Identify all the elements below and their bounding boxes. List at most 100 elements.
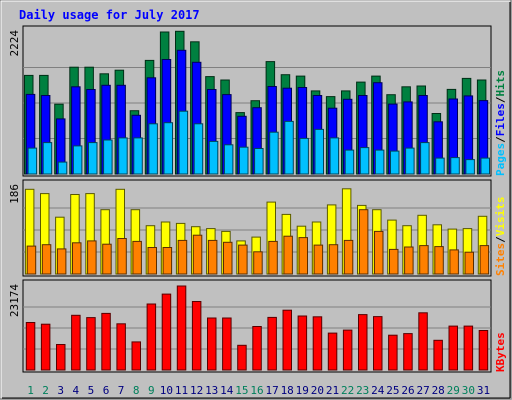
x-tick-label-day-17: 17: [265, 384, 278, 397]
bar-kbytes-day-18: [282, 309, 292, 371]
bar-kbytes-day-11: [176, 285, 187, 371]
bar-sites-day-20: [313, 244, 324, 275]
bar-kbytes-day-19: [297, 315, 308, 371]
panel-visits: 186 Sites/Visits: [8, 179, 507, 277]
bar-pages-day-2: [42, 142, 53, 175]
bar-sites-day-13: [207, 239, 218, 275]
x-tick-label-day-23: 23: [356, 384, 369, 397]
bar-kbytes-day-4: [71, 314, 81, 371]
x-tick-label-day-5: 5: [88, 384, 95, 397]
legend-sites: Sites: [494, 243, 507, 276]
bar-kbytes-day-29: [448, 325, 458, 371]
bar-kbytes-day-5: [86, 317, 96, 371]
bar-pages-day-11: [178, 110, 189, 175]
x-tick-label-day-27: 27: [416, 384, 429, 397]
bar-sites-day-24: [374, 230, 384, 275]
bar-pages-day-1: [27, 147, 38, 175]
bar-pages-day-5: [88, 142, 98, 175]
bar-pages-day-19: [299, 137, 309, 175]
x-tick-label-day-4: 4: [72, 384, 79, 397]
bar-kbytes-day-22: [342, 329, 353, 371]
bar-kbytes-day-1: [25, 322, 36, 371]
legend-separator: /: [494, 236, 507, 243]
bar-pages-day-4: [72, 145, 83, 175]
bar-pages-day-17: [269, 131, 279, 175]
bar-sites-day-21: [328, 244, 339, 275]
bar-sites-day-11: [177, 239, 188, 275]
bar-sites-day-18: [283, 235, 293, 275]
bar-pages-day-16: [254, 148, 264, 175]
bar-pages-day-9: [148, 123, 158, 175]
bar-sites-day-3: [56, 248, 67, 275]
bar-kbytes-day-23: [358, 314, 368, 371]
x-tick-label-day-20: 20: [311, 384, 324, 397]
bar-sites-day-14: [223, 241, 233, 275]
legend-files: Files: [494, 103, 507, 136]
x-tick-label-day-18: 18: [281, 384, 294, 397]
bar-sites-day-2: [41, 244, 52, 275]
bar-kbytes-day-24: [373, 316, 383, 371]
bar-pages-day-13: [208, 140, 219, 175]
bar-sites-day-1: [26, 245, 37, 275]
panel-hits-ymax-label: 2224: [8, 30, 21, 57]
bar-pages-day-29: [450, 157, 460, 175]
x-tick-label-day-2: 2: [42, 384, 49, 397]
bar-sites-day-8: [132, 240, 142, 275]
bar-pages-day-10: [163, 122, 173, 175]
panel-hits-legend: Pages/Files/Hits: [494, 70, 507, 176]
bar-kbytes-day-12: [191, 301, 202, 371]
bar-pages-day-26: [405, 147, 415, 175]
bar-sites-day-30: [464, 251, 474, 275]
bar-kbytes-day-15: [237, 344, 247, 371]
bar-kbytes-day-13: [207, 317, 217, 371]
x-tick-label-day-13: 13: [205, 384, 218, 397]
x-tick-label-day-24: 24: [371, 384, 385, 397]
x-tick-label-day-1: 1: [27, 384, 34, 397]
bar-sites-day-28: [434, 246, 444, 275]
legend-hits: Hits: [494, 70, 507, 97]
panel-visits-ymax-label: 186: [8, 184, 21, 204]
x-axis-day-labels: 1 2 3 4 5 6 7 8 9 10 11 12 13 14 15 16 17 18 19 20 21 22 23 24 2…: [27, 384, 490, 397]
bar-sites-day-5: [87, 240, 97, 275]
x-tick-label-day-30: 30: [462, 384, 475, 397]
bar-kbytes-day-16: [252, 326, 262, 371]
panel-visits-legend: Sites/Visits: [494, 197, 507, 277]
bar-pages-day-21: [329, 137, 340, 175]
bar-pages-day-18: [284, 120, 294, 175]
x-tick-label-day-16: 16: [250, 384, 263, 397]
bar-pages-day-15: [239, 146, 249, 175]
bar-pages-day-20: [314, 128, 324, 175]
bar-pages-day-30: [465, 159, 475, 175]
x-tick-label-day-10: 10: [160, 384, 173, 397]
bar-sites-day-4: [72, 242, 82, 275]
x-tick-label-day-12: 12: [190, 384, 203, 397]
bar-kbytes-day-14: [222, 317, 232, 371]
x-tick-label-day-9: 9: [148, 384, 155, 397]
bar-pages-day-28: [435, 157, 445, 175]
bar-kbytes-day-25: [388, 334, 398, 371]
bar-sites-day-17: [268, 240, 278, 275]
bar-pages-day-22: [344, 149, 355, 175]
bar-sites-day-6: [102, 243, 112, 275]
x-tick-label-day-6: 6: [103, 384, 110, 397]
legend-separator: /: [494, 96, 507, 103]
panel-kbytes-ymax-label: 23174: [8, 284, 21, 317]
bar-sites-day-25: [389, 248, 399, 275]
bar-kbytes-day-9: [146, 303, 157, 371]
x-tick-label-day-22: 22: [341, 384, 354, 397]
bar-kbytes-day-31: [478, 330, 489, 371]
bar-sites-day-10: [162, 247, 173, 275]
legend-pages: Pages: [494, 143, 507, 176]
bar-pages-day-6: [103, 139, 113, 175]
bar-kbytes-day-10: [161, 293, 172, 371]
bar-kbytes-day-8: [131, 341, 141, 371]
bar-pages-day-7: [118, 137, 128, 175]
bar-pages-day-31: [480, 157, 490, 175]
bar-pages-day-3: [57, 161, 68, 175]
bar-sites-day-9: [147, 247, 157, 275]
bar-kbytes-day-28: [433, 339, 443, 371]
bar-kbytes-day-26: [403, 333, 413, 371]
legend-visits: Visits: [494, 197, 507, 237]
bar-sites-day-16: [253, 251, 263, 275]
